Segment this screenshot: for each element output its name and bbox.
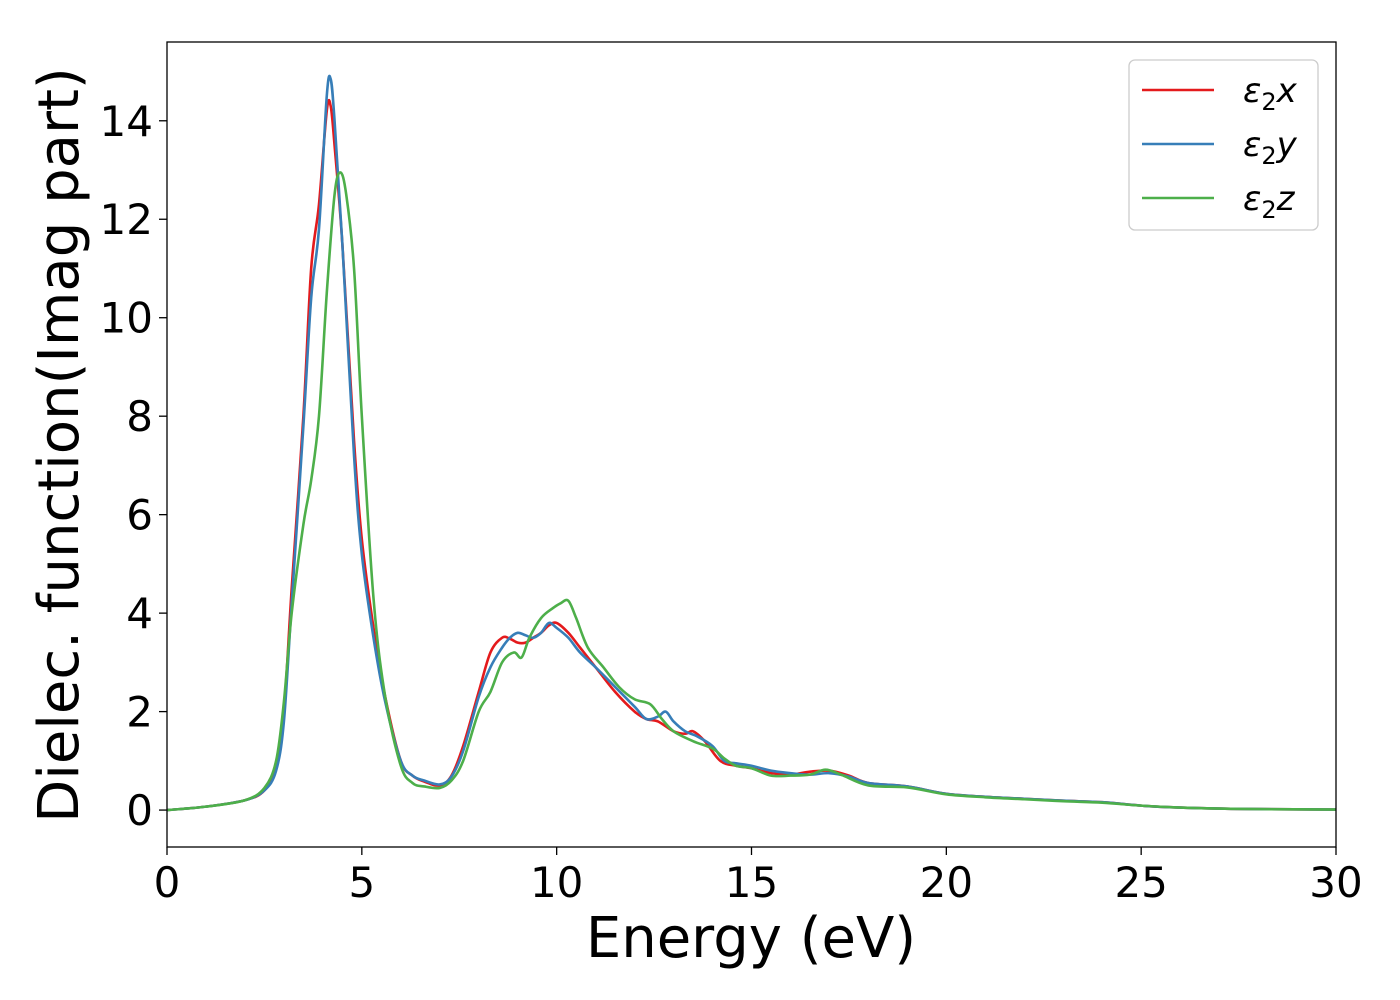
y-tick-label: 12 bbox=[100, 195, 153, 244]
legend: ε2x ε2y ε2z bbox=[1128, 59, 1319, 231]
x-axis-label: Energy (eV) bbox=[586, 906, 916, 971]
y-axis-label: Dielec. function(Imag part) bbox=[27, 67, 92, 823]
y-tick-label: 4 bbox=[126, 589, 153, 638]
legend-label-y: ε2y bbox=[1243, 125, 1298, 170]
y-tick-label: 2 bbox=[126, 688, 153, 737]
series-line-y bbox=[166, 74, 1337, 812]
y-tick-label: 14 bbox=[100, 97, 153, 146]
x-tick-label: 20 bbox=[920, 858, 973, 907]
x-tick-label: 5 bbox=[348, 858, 375, 907]
x-axis-ticks: 0 5 10 15 20 25 30 bbox=[154, 847, 1363, 907]
y-tick-label: 8 bbox=[126, 392, 153, 441]
legend-box bbox=[1128, 59, 1319, 231]
plot-frame bbox=[166, 41, 1337, 848]
legend-label-z: ε2z bbox=[1243, 179, 1296, 224]
x-tick-label: 30 bbox=[1309, 858, 1362, 907]
y-axis-ticks: 0 2 4 6 8 10 12 14 bbox=[100, 97, 167, 835]
y-tick-label: 6 bbox=[126, 491, 153, 540]
x-tick-label: 10 bbox=[530, 858, 583, 907]
series-line-z bbox=[166, 171, 1337, 812]
legend-label-x: ε2x bbox=[1243, 71, 1298, 116]
y-tick-label: 0 bbox=[126, 786, 153, 835]
x-tick-label: 0 bbox=[154, 858, 181, 907]
x-tick-label: 15 bbox=[725, 858, 778, 907]
series-layer bbox=[166, 74, 1337, 812]
x-tick-label: 25 bbox=[1114, 858, 1167, 907]
legend-entries: ε2x ε2y ε2z bbox=[1142, 71, 1298, 224]
y-tick-label: 10 bbox=[100, 294, 153, 343]
